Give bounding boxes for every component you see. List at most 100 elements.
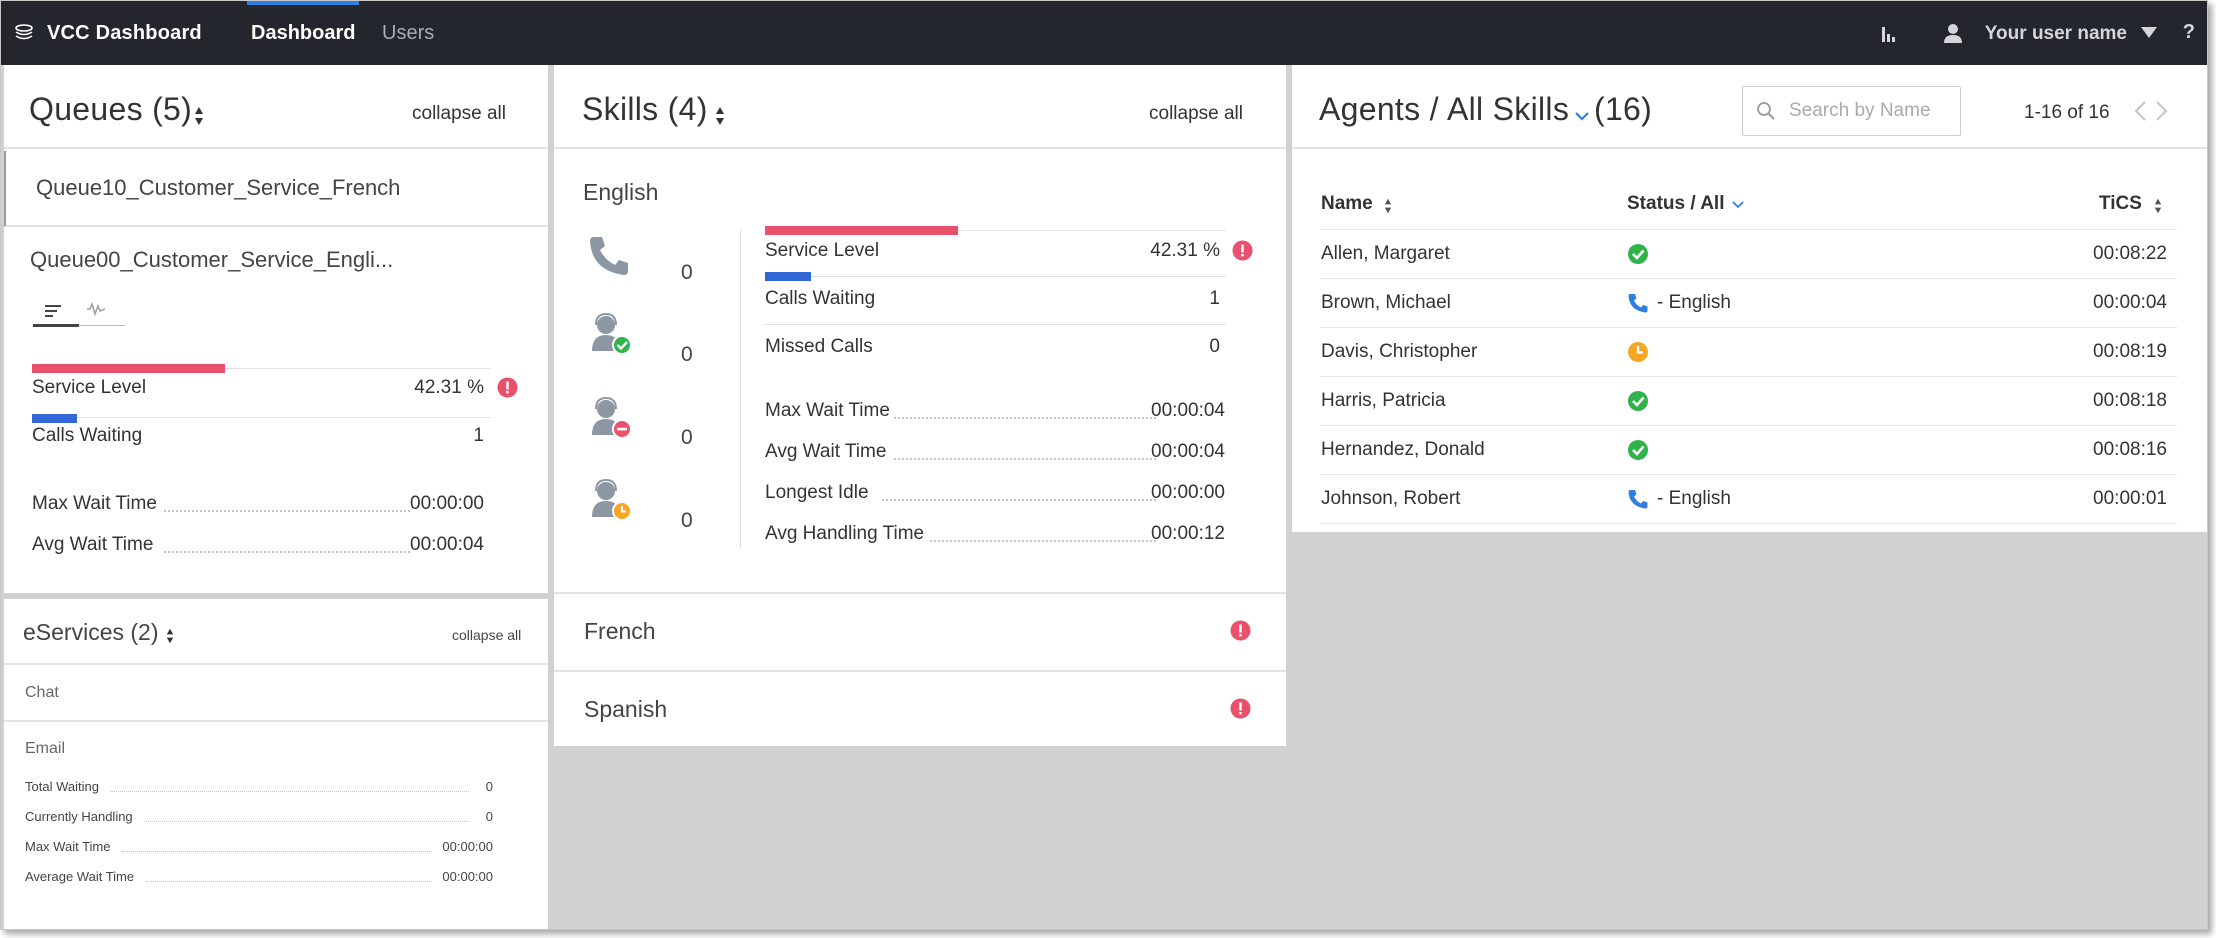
skill-name: French bbox=[584, 618, 656, 644]
sort-icon[interactable] bbox=[194, 105, 204, 127]
agent-tics: 00:08:18 bbox=[2093, 390, 2167, 411]
skill-metric-value: 00:00:04 bbox=[1151, 441, 1225, 462]
skill-row-french[interactable]: French bbox=[554, 592, 1286, 668]
email-metric-value: 00:00:00 bbox=[442, 869, 493, 884]
skill-metric-label: Avg Handling Time bbox=[765, 523, 925, 544]
eservices-title: eServices (2) bbox=[23, 619, 159, 645]
search-icon bbox=[1757, 102, 1775, 120]
leader-dots bbox=[144, 821, 469, 822]
agents-title: Agents / bbox=[1319, 91, 1439, 127]
email-metric-label: Average Wait Time bbox=[25, 869, 135, 884]
table-row[interactable]: Harris, Patricia 00:08:18 bbox=[1321, 377, 2177, 426]
sort-icon[interactable] bbox=[715, 105, 725, 127]
agents-header: Agents / All Skills (16) 1-16 of 16 bbox=[1292, 65, 2207, 149]
leader-dots bbox=[111, 791, 469, 792]
alert-icon bbox=[497, 377, 518, 398]
chevron-left-icon[interactable] bbox=[2133, 100, 2147, 122]
agents-panel: Agents / All Skills (16) 1-16 of 16 Na bbox=[1292, 65, 2207, 532]
after-call-clock-icon bbox=[1627, 341, 1649, 363]
skills-header: Skills (4) collapse all bbox=[554, 65, 1286, 149]
table-row[interactable]: Johnson, Robert - English 00:00:01 bbox=[1321, 475, 2177, 524]
leader-dots bbox=[894, 458, 1156, 460]
alert-icon bbox=[1232, 240, 1253, 261]
email-metric-value: 0 bbox=[485, 809, 493, 824]
table-row[interactable]: Brown, Michael - English 00:00:04 bbox=[1321, 279, 2177, 328]
table-row[interactable]: Davis, Christopher 00:08:19 bbox=[1321, 328, 2177, 377]
agent-tics: 00:08:22 bbox=[2093, 243, 2167, 264]
skills-panel: Skills (4) collapse all English 0 0 bbox=[554, 65, 1286, 746]
agent-not-ready-icon bbox=[592, 396, 632, 439]
help-button[interactable]: ? bbox=[2182, 21, 2195, 43]
missed-calls-value: 0 bbox=[1209, 336, 1220, 357]
eservices-panel: eServices (2) collapse all Chat Email To… bbox=[4, 599, 548, 929]
skill-row-spanish[interactable]: Spanish bbox=[554, 670, 1286, 746]
user-name[interactable]: Your user name bbox=[1984, 23, 2127, 44]
email-metric-value: 0 bbox=[485, 779, 493, 794]
agent-name: Allen, Margaret bbox=[1321, 243, 1450, 264]
leader-dots bbox=[164, 551, 410, 553]
skill-name: Spanish bbox=[584, 696, 668, 722]
table-row[interactable]: Allen, Margaret 00:08:22 bbox=[1321, 230, 2177, 279]
queue-item-expanded: Queue00_Customer_Service_Engli... bbox=[4, 227, 548, 593]
column-header-name[interactable]: Name bbox=[1321, 193, 1373, 214]
service-level-bar bbox=[32, 364, 225, 373]
sort-icon[interactable] bbox=[1384, 197, 1392, 215]
bar-chart-icon[interactable] bbox=[1881, 25, 1897, 43]
queue-name[interactable]: Queue00_Customer_Service_Engli... bbox=[30, 247, 394, 272]
chat-label: Chat bbox=[25, 684, 59, 701]
queues-collapse-all[interactable]: collapse all bbox=[412, 103, 506, 124]
service-level-label: Service Level bbox=[765, 240, 880, 261]
trend-chart-icon[interactable] bbox=[87, 301, 106, 317]
agent-state-count: 0 bbox=[681, 343, 693, 366]
brand[interactable]: VCC Dashboard bbox=[13, 1, 202, 65]
skills-title: Skills (4) bbox=[582, 91, 708, 127]
email-label[interactable]: Email bbox=[25, 740, 66, 757]
tab-dashboard[interactable]: Dashboard bbox=[246, 1, 360, 65]
chevron-right-icon[interactable] bbox=[2155, 100, 2169, 122]
chat-row[interactable]: Chat bbox=[4, 665, 548, 722]
list-view-icon[interactable] bbox=[45, 305, 61, 317]
email-metric-label: Max Wait Time bbox=[25, 839, 111, 854]
stack-icon bbox=[15, 24, 33, 40]
column-header-tics[interactable]: TiCS bbox=[2099, 193, 2142, 214]
skill-metric-label: Longest Idle bbox=[765, 482, 869, 503]
queues-title: Queues (5) bbox=[29, 91, 193, 127]
user-icon[interactable] bbox=[1943, 23, 1963, 43]
chevron-down-icon[interactable] bbox=[1575, 111, 1589, 121]
leader-dots bbox=[894, 417, 1156, 419]
agent-name: Davis, Christopher bbox=[1321, 341, 1478, 362]
caret-down-icon[interactable] bbox=[2141, 27, 2157, 39]
agent-name: Harris, Patricia bbox=[1321, 390, 1446, 411]
ready-check-icon bbox=[1627, 390, 1649, 412]
eservices-collapse-all[interactable]: collapse all bbox=[452, 627, 522, 643]
skill-metric-label: Max Wait Time bbox=[765, 400, 890, 421]
table-row[interactable]: Hernandez, Donald 00:08:16 bbox=[1321, 426, 2177, 475]
queue-item[interactable]: Queue10_Customer_Service_French bbox=[4, 151, 548, 227]
sort-icon[interactable] bbox=[2154, 197, 2162, 215]
phone-icon bbox=[590, 237, 628, 275]
queue-view-tabs bbox=[33, 301, 125, 327]
agent-state-count: 0 bbox=[681, 261, 693, 284]
search-input[interactable] bbox=[1789, 98, 1954, 124]
skills-collapse-all[interactable]: collapse all bbox=[1149, 103, 1243, 124]
tab-users[interactable]: Users bbox=[382, 21, 435, 44]
agent-after-call-icon bbox=[592, 478, 632, 521]
agents-count: (16) bbox=[1594, 91, 1653, 127]
avg-wait-label: Avg Wait Time bbox=[32, 534, 154, 555]
service-level-track bbox=[958, 230, 1226, 231]
skill-filter-dropdown[interactable]: All Skills bbox=[1447, 91, 1570, 127]
avg-wait-value: 00:00:04 bbox=[410, 534, 484, 555]
calls-waiting-value: 1 bbox=[1209, 288, 1220, 309]
skill-name[interactable]: English bbox=[583, 179, 659, 205]
column-header-status[interactable]: Status / All bbox=[1627, 193, 1725, 214]
agent-tics: 00:00:01 bbox=[2093, 488, 2167, 509]
sort-icon[interactable] bbox=[166, 627, 174, 645]
agent-state-count: 0 bbox=[681, 426, 693, 449]
agent-ready-icon bbox=[592, 312, 632, 355]
divider bbox=[1321, 229, 2177, 230]
chevron-down-icon[interactable] bbox=[1732, 201, 1744, 209]
skill-metric-value: 00:00:04 bbox=[1151, 400, 1225, 421]
search-box[interactable] bbox=[1742, 86, 1961, 136]
service-level-track bbox=[225, 368, 491, 369]
